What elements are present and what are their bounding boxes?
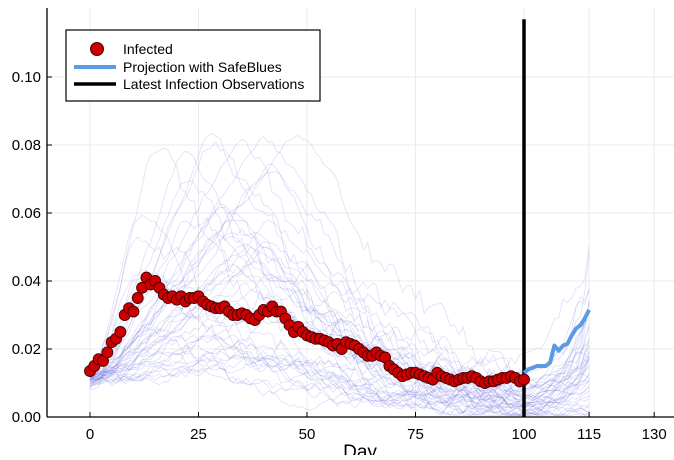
x-tick-label: 130 (642, 426, 667, 443)
legend-label-observations: Latest Infection Observations (123, 76, 304, 92)
simulation-path (89, 264, 590, 408)
simulation-path (89, 150, 590, 401)
y-tick-label: 0.04 (12, 273, 41, 290)
infected-point (518, 373, 530, 386)
simulation-path (89, 180, 590, 400)
simulation-path (89, 350, 590, 416)
simulation-path (89, 276, 590, 406)
x-tick-label: 115 (577, 426, 601, 443)
x-tick-label: 50 (299, 426, 316, 443)
infected-point (127, 305, 140, 318)
simulation-path (89, 236, 590, 416)
x-tick-label: 75 (407, 426, 424, 443)
y-tick-label: 0.06 (12, 205, 41, 222)
simulation-path (89, 234, 590, 395)
projection-line (522, 308, 591, 375)
simulation-path (89, 171, 590, 384)
simulation-path (89, 269, 590, 416)
simulation-path (89, 320, 590, 416)
simulation-path (89, 214, 590, 416)
simulation-path (89, 206, 590, 403)
simulation-path (89, 219, 590, 400)
x-tick-label: 100 (511, 426, 536, 443)
simulation-path (89, 302, 590, 411)
simulation-path (89, 203, 590, 405)
simulation-paths (89, 132, 590, 416)
simulation-path (89, 132, 590, 398)
y-tick-label: 0.00 (12, 409, 41, 426)
simulation-path (89, 138, 590, 392)
simulation-path (89, 245, 590, 398)
simulation-path (89, 136, 590, 381)
series-marks (84, 19, 591, 417)
legend-marker-infected (90, 42, 104, 56)
simulation-path (89, 288, 590, 412)
simulation-path (89, 334, 590, 416)
legend-label-projection: Projection with SafeBlues (123, 59, 282, 75)
simulation-path (89, 220, 590, 407)
simulation-path (89, 350, 590, 416)
y-tick-label: 0.08 (12, 137, 41, 154)
legend: Infected Projection with SafeBlues Lates… (65, 29, 321, 102)
simulation-path (89, 350, 590, 416)
simulation-path (89, 240, 590, 397)
infected-point (114, 326, 127, 338)
axes: 0 25 50 75 100 115 130 0.00 0.02 0.04 0.06 0.08 0.10 (12, 8, 674, 443)
simulation-path (89, 243, 590, 400)
simulation-path (89, 354, 590, 416)
simulation-path (89, 325, 590, 416)
simulation-path (89, 340, 590, 416)
infected-point (101, 346, 114, 359)
y-tick-label: 0.10 (12, 69, 41, 86)
legend-label-infected: Infected (123, 41, 173, 57)
x-tick-label: 0 (86, 426, 94, 443)
simulation-path (89, 334, 590, 409)
infected-point (131, 292, 144, 304)
simulation-path (89, 358, 590, 416)
simulation-path (89, 261, 590, 402)
simulation-path (89, 355, 590, 413)
y-tick-label: 0.02 (12, 341, 41, 358)
simulation-path (89, 334, 590, 416)
x-axis-label: Day (343, 442, 377, 455)
x-tick-label: 25 (190, 426, 207, 443)
